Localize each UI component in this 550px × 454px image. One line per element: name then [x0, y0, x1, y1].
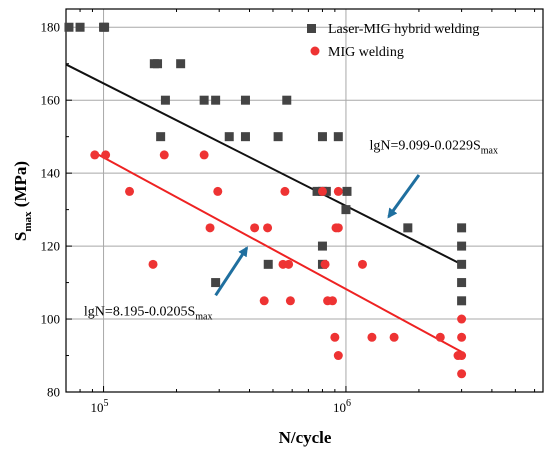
- x-tick-label: 105: [91, 398, 109, 415]
- hybrid-equation-label: lgN=9.099-0.0229Smax: [369, 138, 498, 156]
- mig-point: [457, 314, 467, 324]
- hybrid-equation-arrow: [387, 174, 421, 219]
- mig-point: [327, 296, 337, 306]
- hybrid-point: [282, 95, 292, 105]
- hybrid-point: [273, 132, 283, 142]
- mig-point: [125, 186, 135, 196]
- y-tick-label: 160: [41, 93, 61, 108]
- y-tick-label: 180: [41, 20, 61, 35]
- hybrid-point: [317, 241, 327, 251]
- hybrid-point: [333, 132, 343, 142]
- y-tick-label: 140: [41, 166, 61, 181]
- mig-point: [280, 186, 290, 196]
- mig-point: [199, 150, 209, 160]
- y-axis-title-main: S: [11, 232, 30, 241]
- x-axis-title: N/cycle: [279, 428, 332, 447]
- hybrid-point: [224, 132, 234, 142]
- hybrid-point: [312, 186, 322, 196]
- hybrid-point: [75, 22, 85, 32]
- legend-label-hybrid: Laser-MIG hybrid welding: [328, 22, 479, 37]
- mig-equation-subscript: max: [195, 311, 212, 322]
- hybrid-point: [342, 186, 352, 196]
- hybrid-point: [100, 22, 110, 32]
- x-tick-base: 10: [333, 400, 346, 415]
- mig-point: [101, 150, 111, 160]
- legend-marker-hybrid: [307, 24, 316, 33]
- mig-point: [367, 332, 377, 342]
- mig-point: [330, 332, 340, 342]
- mig-point: [389, 332, 399, 342]
- mig-point: [90, 150, 100, 160]
- mig-point: [284, 259, 294, 269]
- legend-label-mig: MIG welding: [328, 45, 404, 60]
- y-axis-title-sub: max: [22, 211, 34, 232]
- mig-point: [250, 223, 260, 233]
- hybrid-point: [341, 205, 351, 215]
- hybrid-point: [240, 132, 250, 142]
- legend-marker-mig: [310, 46, 320, 56]
- mig-point: [333, 223, 343, 233]
- hybrid-point: [64, 22, 74, 32]
- data-points: [64, 22, 467, 379]
- hybrid-point: [160, 95, 170, 105]
- x-tick-label: 106: [333, 398, 351, 415]
- mig-point: [457, 351, 467, 361]
- hybrid-point: [199, 95, 209, 105]
- hybrid-point: [403, 223, 413, 233]
- mig-point: [259, 296, 269, 306]
- x-tick-exponent: 6: [346, 398, 351, 409]
- mig-point: [320, 259, 330, 269]
- hybrid-point: [240, 95, 250, 105]
- hybrid-equation-subscript: max: [481, 145, 498, 156]
- mig-point: [333, 186, 343, 196]
- hybrid-point: [211, 95, 221, 105]
- hybrid-point: [457, 223, 467, 233]
- fit-line: [94, 151, 463, 353]
- mig-equation-arrow: [214, 246, 249, 297]
- hybrid-equation-text: lgN=9.099-0.0229S: [369, 138, 480, 153]
- hybrid-point: [156, 132, 166, 142]
- fit-lines: [65, 63, 463, 353]
- y-axis-title-unit: (MPa): [11, 161, 30, 212]
- mig-point: [333, 351, 343, 361]
- mig-point: [205, 223, 215, 233]
- legend: Laser-MIG hybrid welding MIG welding: [307, 22, 479, 60]
- hybrid-point: [211, 278, 221, 288]
- x-tick-base: 10: [91, 400, 104, 415]
- y-axis-title: Smax (MPa): [11, 161, 34, 241]
- mig-point: [357, 259, 367, 269]
- hybrid-point: [457, 241, 467, 251]
- y-tick-label: 100: [41, 312, 61, 327]
- mig-point: [317, 186, 327, 196]
- hybrid-point: [176, 59, 186, 69]
- y-tick-label: 80: [47, 385, 60, 400]
- mig-equation-label: lgN=8.195-0.0205Smax: [84, 304, 213, 322]
- mig-equation-text: lgN=8.195-0.0205S: [84, 304, 195, 319]
- x-tick-exponent: 5: [104, 398, 109, 409]
- hybrid-point: [263, 259, 273, 269]
- mig-point: [285, 296, 295, 306]
- mig-point: [159, 150, 169, 160]
- hybrid-point: [457, 278, 467, 288]
- hybrid-point: [457, 296, 467, 306]
- plot-frame: [65, 8, 544, 393]
- mig-point: [457, 332, 467, 342]
- mig-point: [148, 259, 158, 269]
- hybrid-point: [457, 259, 467, 269]
- mig-point: [213, 186, 223, 196]
- fit-line: [65, 63, 463, 266]
- mig-point: [435, 332, 445, 342]
- hybrid-point: [153, 59, 163, 69]
- y-tick-label: 120: [41, 239, 61, 254]
- mig-point: [263, 223, 273, 233]
- hybrid-point: [317, 132, 327, 142]
- grid: [66, 9, 543, 393]
- mig-point: [457, 369, 467, 379]
